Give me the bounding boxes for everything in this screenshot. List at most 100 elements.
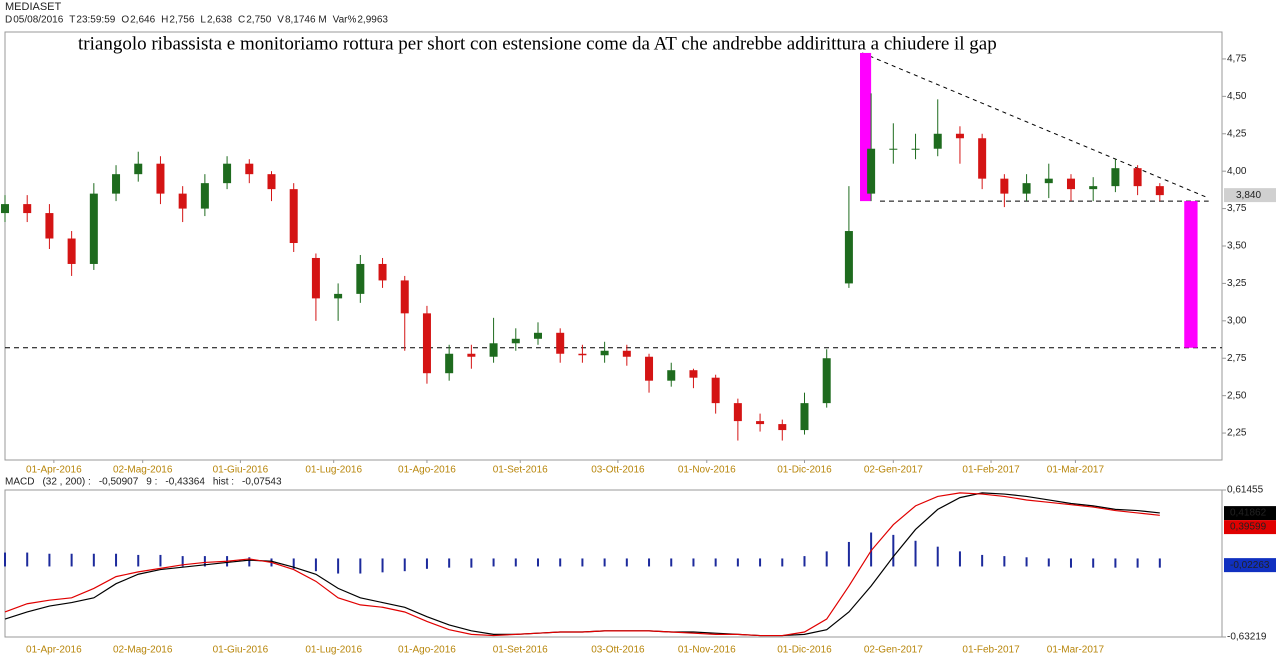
- histogram-bar: [115, 553, 118, 567]
- field-value: 2,9963: [357, 15, 388, 26]
- histogram-bar: [536, 558, 539, 567]
- candle-body: [311, 257, 320, 299]
- histogram-bar: [1025, 557, 1028, 567]
- target-box: [1184, 201, 1198, 348]
- value-box-label: 0,41862: [1230, 508, 1267, 519]
- x-tick-label: 03-Ott-2016: [591, 465, 645, 476]
- histogram-bar: [359, 558, 362, 574]
- value-box: [1224, 506, 1276, 521]
- x-tick-label: 01-Dic-2016: [777, 645, 832, 656]
- histogram-bar: [26, 552, 29, 567]
- candle-body: [223, 163, 232, 184]
- candle-body: [23, 204, 32, 214]
- candle-body: [711, 377, 720, 404]
- histogram-bar: [892, 534, 895, 567]
- x-tick-label: 02-Mag-2016: [113, 645, 173, 656]
- x-tick-label: 01-Giu-2016: [213, 465, 269, 476]
- histogram-bar: [425, 558, 428, 569]
- macd-header: (32 , 200) :: [42, 477, 90, 488]
- histogram-bar: [870, 532, 873, 567]
- histogram-bar: [514, 558, 517, 567]
- histogram-bar: [4, 552, 6, 567]
- x-tick-label: 02-Gen-2017: [864, 465, 923, 476]
- y-tick-label: 4,00: [1227, 166, 1247, 177]
- candle-body: [822, 358, 831, 404]
- value-box: [1224, 520, 1276, 535]
- x-tick-label: 01-Mar-2017: [1047, 465, 1105, 476]
- histogram-bar: [137, 554, 140, 567]
- header-fields: D 05/08/2016 T 23:59:59 O 2,646 H 2,756 L 2,638 C 2…: [5, 15, 388, 26]
- histogram-bar: [936, 546, 939, 567]
- candle-body: [933, 133, 942, 149]
- value-box: [1224, 558, 1276, 573]
- candle-body: [267, 174, 276, 190]
- histogram-bar: [1069, 558, 1072, 568]
- histogram-bar: [559, 558, 562, 567]
- field-key: Var%: [333, 15, 357, 26]
- histogram-bar: [714, 558, 717, 567]
- candle-body: [289, 189, 298, 244]
- x-tick-label: 01-Lug-2016: [305, 465, 362, 476]
- candle-body: [533, 332, 542, 339]
- candle-body: [178, 193, 187, 209]
- x-tick-label: 01-Apr-2016: [26, 465, 82, 476]
- macd-header: MACD: [5, 477, 34, 488]
- field-key: O: [121, 15, 129, 26]
- x-tick-label: 01-Ago-2016: [398, 645, 456, 656]
- y-tick-label: 2,75: [1227, 353, 1247, 364]
- histogram-bar: [825, 551, 828, 567]
- histogram-bar: [847, 541, 850, 567]
- histogram-bar: [581, 558, 584, 567]
- x-tick-label: 01-Nov-2016: [678, 465, 736, 476]
- histogram-bar: [1092, 558, 1095, 568]
- field-value: 23:59:59: [76, 15, 115, 26]
- candle-body: [1022, 183, 1031, 194]
- value-box-label: -0,02263: [1230, 560, 1270, 571]
- candle-body: [422, 313, 431, 374]
- histogram-bar: [759, 558, 762, 567]
- y-tick-label: 0,61455: [1227, 485, 1264, 496]
- value-box-label: 0,39599: [1230, 522, 1267, 533]
- histogram-bar: [159, 554, 162, 567]
- x-tick-label: 02-Gen-2017: [864, 645, 923, 656]
- candle-body: [445, 353, 454, 374]
- field-value: 2,756: [169, 15, 194, 26]
- trendline: [862, 52, 1209, 199]
- x-tick-label: 02-Mag-2016: [113, 465, 173, 476]
- last-price-box: [1224, 188, 1276, 203]
- candle-body: [400, 280, 409, 314]
- candle-body: [955, 133, 964, 139]
- y-tick-label: 2,25: [1227, 428, 1247, 439]
- candle-body: [200, 183, 209, 209]
- x-tick-label: 01-Dic-2016: [777, 465, 832, 476]
- histogram-bar: [470, 558, 473, 568]
- histogram-bar: [292, 558, 295, 569]
- histogram-bar: [48, 553, 51, 567]
- field-value: 05/08/2016: [13, 15, 63, 26]
- target-box: [860, 52, 872, 202]
- candle-body: [1133, 168, 1142, 187]
- candle-body: [778, 424, 787, 431]
- candle-body: [1, 204, 9, 214]
- field-value: 8,1746 M: [285, 15, 327, 26]
- candle-body: [245, 163, 254, 175]
- y-tick-label: 3,50: [1227, 241, 1247, 252]
- histogram-bar: [803, 556, 806, 567]
- histogram-bar: [603, 558, 606, 567]
- histogram-bar: [448, 558, 451, 568]
- histogram-bar: [1047, 558, 1050, 567]
- x-tick-label: 01-Ago-2016: [398, 465, 456, 476]
- field-key: D: [5, 15, 12, 26]
- histogram-bar: [492, 558, 495, 567]
- histogram-bar: [670, 558, 673, 567]
- candle-body: [156, 163, 165, 194]
- histogram-bar: [958, 551, 961, 567]
- candle-body: [622, 350, 631, 357]
- y-tick-label: 4,50: [1227, 91, 1247, 102]
- candle-body: [489, 343, 498, 357]
- histogram-bar: [381, 558, 384, 573]
- candle-body: [134, 163, 143, 175]
- histogram-bar: [70, 553, 73, 567]
- x-tick-label: 01-Mar-2017: [1047, 645, 1105, 656]
